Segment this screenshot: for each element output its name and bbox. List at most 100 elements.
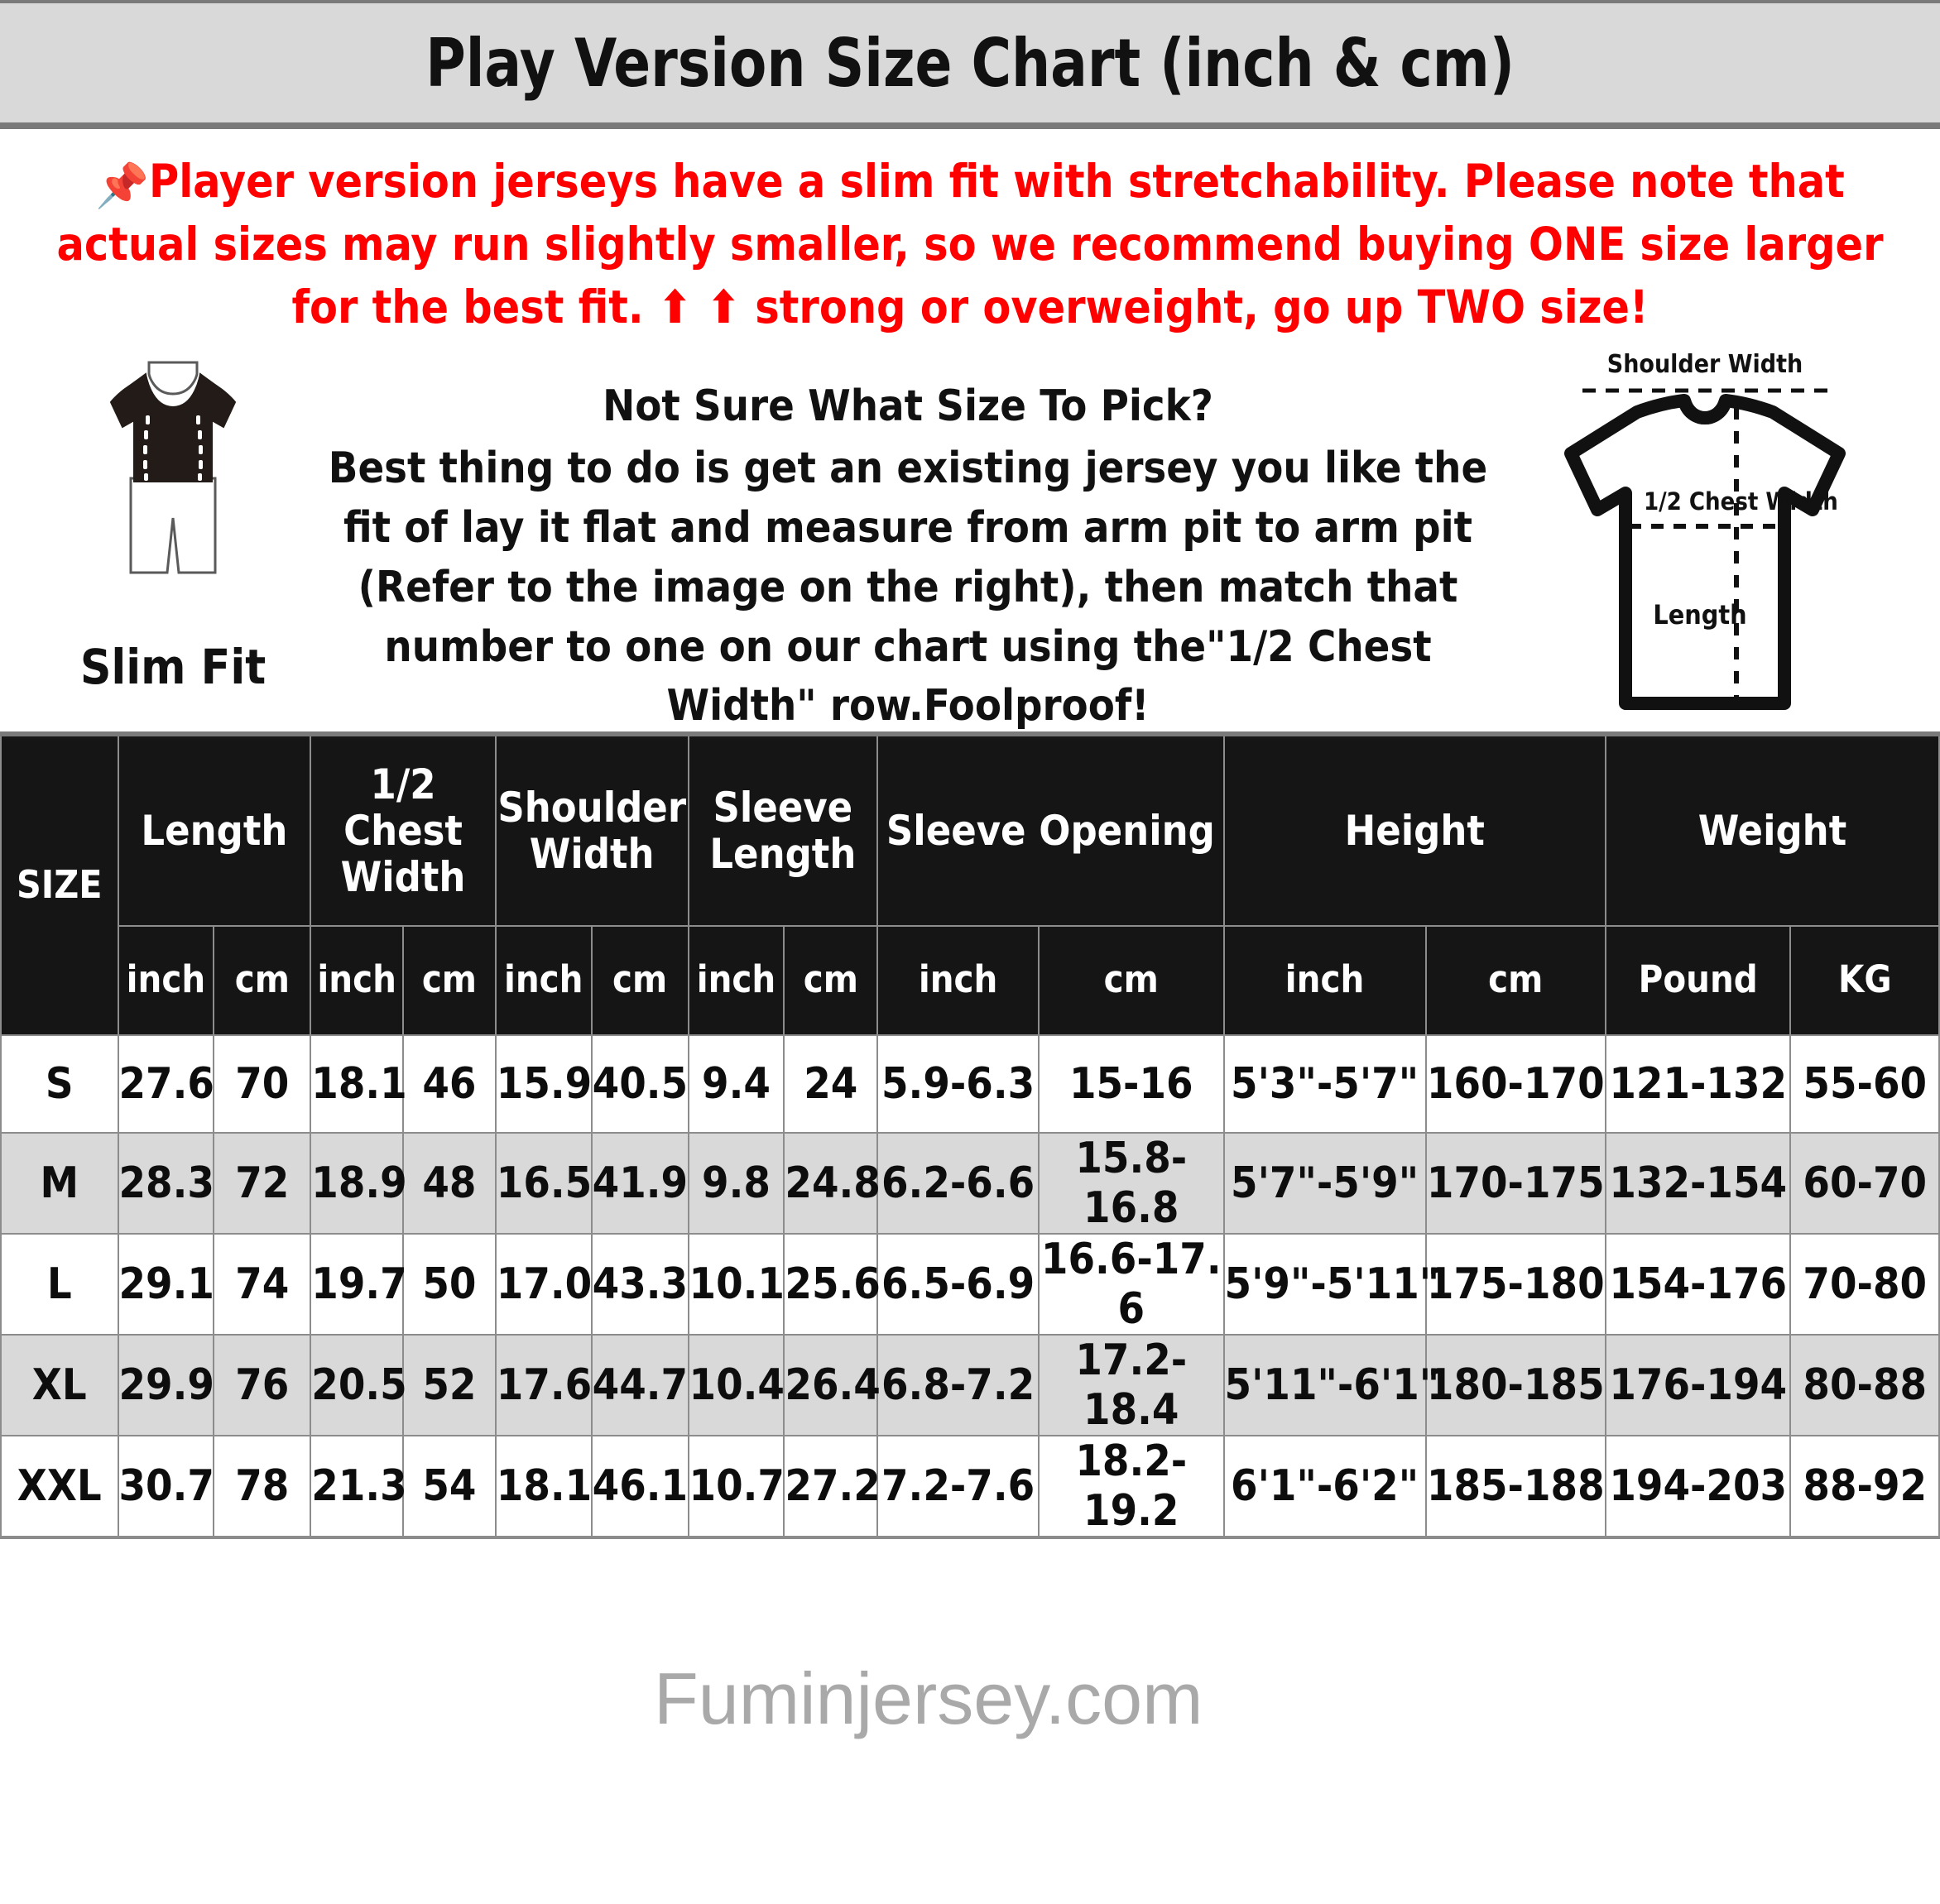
table-cell: 27.2 <box>783 1434 881 1539</box>
table-cell: 16.6-17. 6 <box>1038 1232 1225 1336</box>
cell-size: XL <box>0 1333 119 1436</box>
table-cell: 160-170 <box>1424 1034 1606 1134</box>
table-cell: 60-70 <box>1789 1131 1940 1235</box>
header-group-half-chest-width: 1/2 Chest Width <box>310 732 497 927</box>
table-cell: 43.3 <box>590 1232 689 1336</box>
table-cell: 18.9 <box>310 1131 407 1235</box>
table-row: S 27.6 70 18.1 46 15.9 40.5 9.4 24 5.9-6.3 15-16 5'… <box>0 1034 1940 1134</box>
header-group-weight: Weight <box>1604 732 1940 927</box>
header-unit-sleeve-length-cm: cm <box>783 924 879 1036</box>
table-cell: 52 <box>402 1333 497 1436</box>
header-unit-sleeve-opening-inch: inch <box>876 924 1040 1036</box>
table-cell: 74 <box>213 1232 312 1336</box>
watermark: Fuminjersey.com <box>654 1657 1203 1739</box>
table-cell: 70-80 <box>1789 1232 1940 1336</box>
table-cell: 180-185 <box>1424 1333 1606 1436</box>
sizing-guide: Not Sure What Size To Pick? Best thing t… <box>326 343 1490 737</box>
table-row: XL 29.9 76 20.5 52 17.6 44.7 10.4 26.4 6.8-7.2 17.… <box>0 1333 1940 1436</box>
table-cell: 78 <box>213 1434 312 1539</box>
unit-header-row: inch cm inch cm inch cm inch cm inch cm … <box>1 924 1940 1036</box>
table-cell: 17.6 <box>494 1333 593 1436</box>
table-row: L 29.1 74 19.7 50 17.0 43.3 10.1 25.6 6.5-6.9 16.6… <box>0 1232 1940 1336</box>
table-cell: 19.7 <box>310 1232 407 1336</box>
notice-banner: 📌Player version jerseys have a slim fit … <box>0 129 1940 343</box>
header-unit-length-cm: cm <box>213 924 312 1036</box>
table-cell: 18.1 <box>494 1434 593 1539</box>
slim-fit-label: Slim Fit <box>79 638 267 695</box>
table-cell: 72 <box>213 1131 312 1235</box>
group-header-row: SIZE Length 1/2 Chest Width Shoulder Wid… <box>0 732 1940 1036</box>
table-cell: 176-194 <box>1604 1333 1792 1436</box>
table-cell: 170-175 <box>1424 1131 1606 1235</box>
table-cell: 41.9 <box>590 1131 689 1235</box>
table-cell: 46 <box>402 1034 497 1134</box>
jersey-kit-icon <box>109 361 237 574</box>
sizing-guide-body: Best thing to do is get an existing jers… <box>328 444 1488 731</box>
table-cell: 17.2-18.4 <box>1038 1333 1225 1436</box>
cell-size: S <box>0 1034 119 1134</box>
shoulder-width-label: Shoulder Width <box>1607 350 1803 379</box>
table-cell: 185-188 <box>1424 1434 1606 1539</box>
table-cell: 154-176 <box>1604 1232 1792 1336</box>
table-cell: 25.6 <box>783 1232 881 1336</box>
table-cell: 15.8-16.8 <box>1038 1131 1225 1235</box>
table-cell: 18.2-19.2 <box>1038 1434 1225 1539</box>
header-unit-shoulder-inch: inch <box>494 924 593 1036</box>
table-cell: 15.9 <box>494 1034 593 1134</box>
header-unit-half-chest-inch: inch <box>310 924 405 1036</box>
table-cell: 5'11"-6'1" <box>1222 1333 1439 1436</box>
table-cell: 50 <box>402 1232 497 1336</box>
header-unit-height-inch: inch <box>1222 924 1427 1036</box>
slim-fit-figure: Slim Fit <box>20 343 326 695</box>
header-unit-half-chest-cm: cm <box>402 924 497 1036</box>
table-cell: 7.2-7.6 <box>876 1434 1040 1539</box>
table-cell: 21.3 <box>310 1434 407 1539</box>
table-cell: 15-16 <box>1038 1034 1225 1134</box>
table-cell: 70 <box>213 1034 312 1134</box>
header-unit-sleeve-opening-cm: cm <box>1038 924 1225 1036</box>
table-cell: 24 <box>783 1034 879 1134</box>
title-bar: Play Version Size Chart (inch & cm) <box>0 0 1940 129</box>
header-unit-sleeve-length-inch: inch <box>687 924 785 1036</box>
header-unit-weight-kg: KG <box>1789 924 1940 1036</box>
table-cell: 80-88 <box>1789 1333 1940 1436</box>
table-cell: 55-60 <box>1789 1034 1940 1134</box>
table-cell: 5'7"-5'9" <box>1222 1131 1427 1235</box>
header-unit-height-cm: cm <box>1424 924 1606 1036</box>
table-cell: 18.1 <box>310 1034 407 1134</box>
table-cell: 46.1 <box>590 1434 689 1539</box>
sizing-guide-question: Not Sure What Size To Pick? <box>603 381 1213 431</box>
size-table-body: S 27.6 70 18.1 46 15.9 40.5 9.4 24 5.9-6.3 15-16 5'… <box>0 1034 1940 1539</box>
header-group-sleeve-opening: Sleeve Opening <box>876 732 1225 927</box>
table-cell: 10.7 <box>687 1434 785 1539</box>
pushpin-icon: 📌 <box>95 161 149 211</box>
table-cell: 29.1 <box>117 1232 215 1336</box>
table-cell: 40.5 <box>590 1034 689 1134</box>
table-cell: 6.8-7.2 <box>876 1333 1040 1436</box>
header-group-height: Height <box>1222 732 1606 927</box>
half-chest-width-label: 1/2 Chest Width <box>1644 487 1838 516</box>
tshirt-measure-icon: Shoulder Width 1/2 Chest Width Length <box>1564 350 1846 710</box>
table-cell: 48 <box>402 1131 497 1235</box>
table-cell: 88-92 <box>1789 1434 1940 1539</box>
cell-size: L <box>0 1232 119 1336</box>
table-cell: 132-154 <box>1604 1131 1792 1235</box>
table-cell: 6.5-6.9 <box>876 1232 1040 1336</box>
table-cell: 10.1 <box>687 1232 785 1336</box>
table-cell: 24.8 <box>783 1131 881 1235</box>
header-group-length: Length <box>117 732 312 927</box>
cell-size: XXL <box>0 1434 119 1539</box>
header-unit-shoulder-cm: cm <box>590 924 689 1036</box>
table-cell: 17.0 <box>494 1232 593 1336</box>
table-cell: 76 <box>213 1333 312 1436</box>
table-row: XXL 30.7 78 21.3 54 18.1 46.1 10.7 27.2 7.2-7.6 18… <box>0 1434 1940 1539</box>
table-cell: 26.4 <box>783 1333 881 1436</box>
tshirt-measure-diagram: Shoulder Width 1/2 Chest Width Length <box>1490 343 1920 720</box>
table-cell: 9.4 <box>687 1034 785 1134</box>
header-unit-length-inch: inch <box>117 924 215 1036</box>
header-group-sleeve-length: Sleeve Length <box>687 732 879 927</box>
size-table-head: SIZE Length 1/2 Chest Width Shoulder Wid… <box>0 732 1940 1036</box>
table-cell: 9.8 <box>687 1131 785 1235</box>
table-cell: 44.7 <box>590 1333 689 1436</box>
table-cell: 28.3 <box>117 1131 215 1235</box>
